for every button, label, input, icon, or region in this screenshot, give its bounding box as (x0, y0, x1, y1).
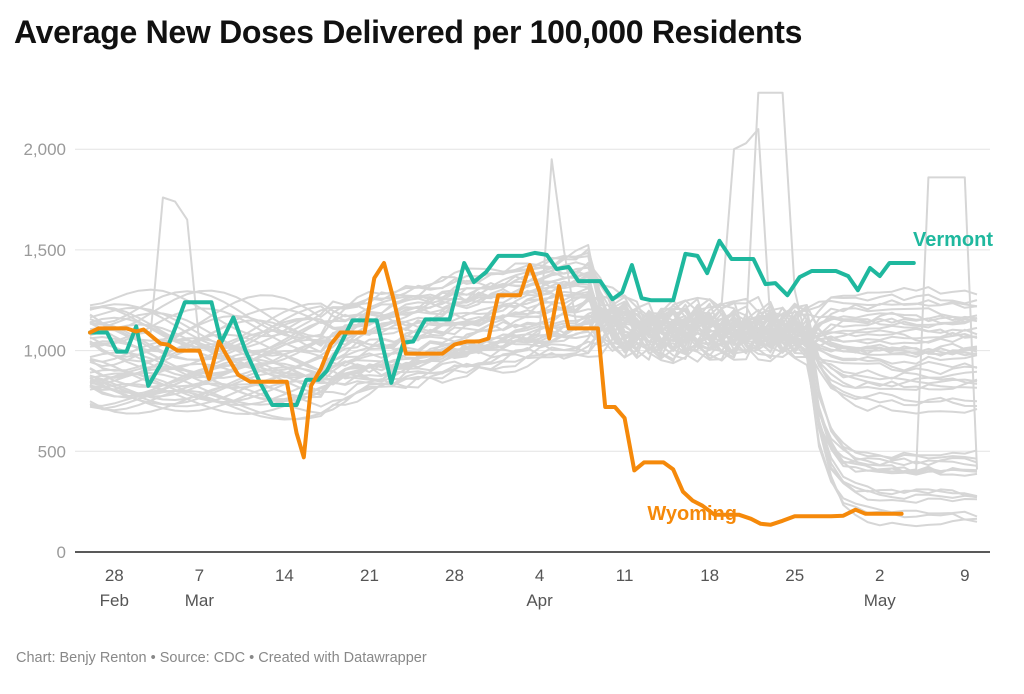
state-line (89, 304, 978, 406)
vermont-label: Vermont (913, 229, 993, 251)
state-line (89, 311, 978, 421)
x-tick-label: 25 (785, 566, 804, 585)
wyoming-line (88, 261, 904, 527)
x-tick-label: 2 (875, 566, 884, 585)
state-line (89, 279, 978, 376)
state-line (89, 308, 978, 415)
state-line (89, 271, 978, 357)
state-line (89, 296, 978, 388)
state-line (89, 299, 978, 474)
x-tick-label: 18 (700, 566, 719, 585)
state-line (89, 306, 978, 459)
x-axis-ticks: 28 Feb 7 Mar 14 21 28 4 Apr 11 18 25 2 May 9 (100, 566, 970, 610)
x-tick-label: 11 (616, 566, 634, 585)
x-tick-label: 4 (535, 566, 544, 585)
x-tick-month: Mar (185, 591, 215, 610)
y-tick-label: 1,500 (23, 241, 66, 260)
x-tick-label: 28 (445, 566, 464, 585)
x-tick-month: May (864, 591, 897, 610)
state-line (89, 310, 978, 421)
y-tick-label: 1,000 (23, 342, 66, 361)
state-line (89, 282, 978, 363)
chart-title: Average New Doses Delivered per 100,000 … (14, 14, 803, 50)
x-tick-label: 28 (105, 566, 124, 585)
x-tick-label: 14 (275, 566, 294, 585)
state-line (89, 292, 978, 499)
y-tick-label: 0 (57, 543, 66, 562)
x-tick-label: 21 (360, 566, 379, 585)
state-line (89, 308, 978, 391)
chart-footer: Chart: Benjy Renton • Source: CDC • Crea… (16, 650, 427, 666)
x-tick-label: 7 (195, 566, 204, 585)
background-series (89, 91, 978, 528)
y-tick-label: 500 (38, 442, 66, 461)
state-line (89, 287, 978, 372)
x-tick-month: Apr (526, 591, 553, 610)
highlighted-series (88, 238, 916, 527)
y-tick-label: 2,000 (23, 140, 66, 159)
series-labels: Vermont Wyoming (647, 229, 993, 525)
y-axis-ticks: 0 500 1,000 1,500 2,000 (23, 140, 66, 562)
x-tick-month: Feb (100, 591, 129, 610)
wyoming-label: Wyoming (647, 503, 737, 525)
x-tick-label: 9 (960, 566, 969, 585)
state-line (89, 297, 978, 380)
state-line (89, 299, 978, 406)
